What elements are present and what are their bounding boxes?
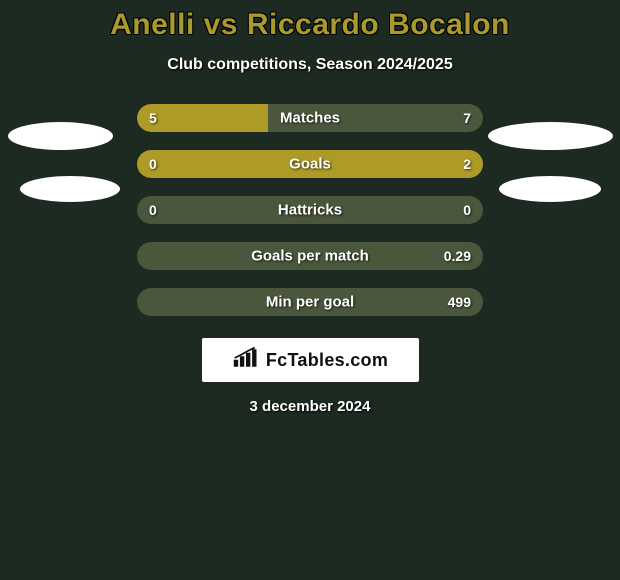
stat-right-value: 0	[463, 202, 471, 218]
stat-row: 0 0Hattricks	[137, 196, 483, 224]
decorative-ellipse	[499, 176, 601, 202]
date-line: 3 december 2024	[0, 398, 620, 415]
logo-text: FcTables.com	[266, 350, 388, 371]
page-subtitle: Club competitions, Season 2024/2025	[0, 56, 620, 74]
stat-right-value: 499	[448, 294, 471, 310]
decorative-ellipse	[488, 122, 613, 150]
page-title: Anelli vs Riccardo Bocalon	[0, 0, 620, 42]
stat-row: 0 2Goals	[137, 150, 483, 178]
stat-label: Goals	[137, 156, 483, 173]
decorative-ellipse	[8, 122, 113, 150]
stat-label: Hattricks	[137, 202, 483, 219]
stat-row: 499Min per goal	[137, 288, 483, 316]
decorative-ellipse	[20, 176, 120, 202]
stat-right-value: 0.29	[444, 248, 471, 264]
stats-container: 57Matches02Goals00Hattricks0.29Goals per…	[137, 104, 483, 316]
logo-box: FcTables.com	[202, 338, 419, 382]
stat-label: Goals per match	[137, 248, 483, 265]
bar-left	[137, 104, 268, 132]
stat-left-value: 0	[149, 202, 157, 218]
stat-left-value: 0	[149, 156, 157, 172]
stat-row: 57Matches	[137, 104, 483, 132]
stat-right-value: 2	[463, 156, 471, 172]
stat-row: 0.29Goals per match	[137, 242, 483, 270]
stat-label: Min per goal	[137, 294, 483, 311]
bar-right	[268, 104, 483, 132]
chart-icon	[232, 347, 260, 374]
